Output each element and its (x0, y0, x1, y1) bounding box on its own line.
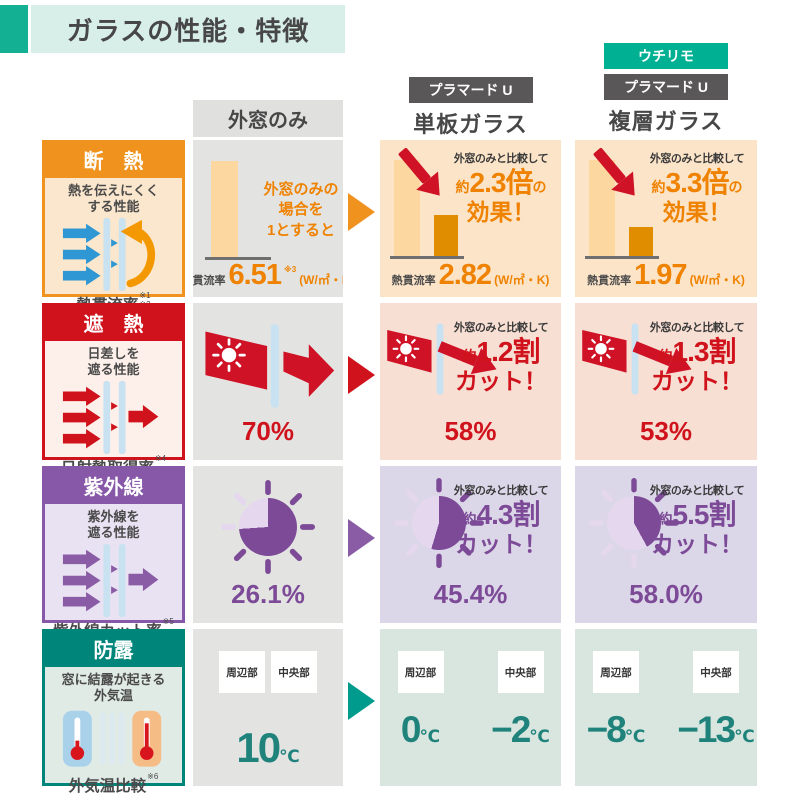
edge-temperature: 周辺部 −8℃ (580, 651, 652, 786)
row-desc-uv: 紫外線を 遮る性能 (87, 509, 140, 541)
row-label-shading: 遮 熱 日差しを 遮る性能 日射熱取得率 ※4 (42, 303, 185, 477)
uv-icon (62, 543, 158, 617)
column-header-double-glass: ウチリモ プラマード U 複層ガラス (575, 43, 757, 136)
center-temperature: 中央部 −13℃ (677, 651, 755, 786)
cell-uv-double: 外窓のみと比較して 約5.5割 カット！ 58.0% (575, 466, 757, 623)
cell-shading-double: 外窓のみと比較して 約1.3割 カット！ 53% (575, 303, 757, 460)
cell-shading-baseline: 70% (193, 303, 343, 460)
baseline-bar (394, 160, 420, 256)
insulation-icon (62, 217, 155, 291)
row-title-insulation: 断 熱 (45, 143, 182, 178)
column-header-baseline: 外窓のみ (193, 100, 343, 137)
baseline-column-badge: 外窓のみ (193, 100, 343, 137)
shading-value-double: 53% (639, 416, 693, 446)
u-value-baseline: 熱貫流率 6.51 ※3 (W/㎡・K) (193, 258, 343, 291)
brand-badge-plamado: プラマード U (408, 77, 533, 103)
cell-uv-single: 外窓のみと比較して 約4.3割 カット！ 45.4% (380, 466, 561, 623)
cell-condensation-single: 周辺部 0℃ 中央部 −2℃ (380, 629, 561, 786)
arrow-right-insulation (348, 192, 375, 231)
improved-bar (629, 227, 653, 256)
shading-value-single: 58% (444, 416, 497, 446)
compare-note: 外窓のみと比較して 約2.3倍の 効果！ (453, 153, 549, 225)
sun-rays (394, 478, 484, 568)
compare-note: 外窓のみと比較して 約5.5割 カット！ (649, 485, 745, 557)
column-header-single-glass: プラマード U 単板ガラス (380, 77, 561, 139)
cell-uv-baseline: 26.1% (193, 466, 343, 623)
compare-note: 外窓のみと比較して 約4.3割 カット！ (453, 485, 549, 557)
cell-condensation-double: 周辺部 −8℃ 中央部 −13℃ (575, 629, 757, 786)
row-desc-shading: 日差しを 遮る性能 (87, 346, 140, 378)
page-title: ガラスの性能・特徴 (66, 15, 310, 46)
uv-pie (607, 496, 661, 550)
cell-shading-single: 外窓のみと比較して 約1.2割 カット！ 58% (380, 303, 561, 460)
uv-sun-pie-icon (394, 478, 484, 568)
sun-rays (221, 480, 315, 574)
uv-sun-pie-icon (589, 478, 679, 568)
brand-badge-plamado-2: プラマード U (604, 74, 728, 100)
footnote-marks: ※4 (154, 453, 167, 463)
shading-icon (62, 380, 158, 454)
cell-insulation-baseline: 外窓のみの 場合を 1とすると 熱貫流率 6.51 ※3 (W/㎡・K) (193, 140, 343, 297)
series-badge-uchirimo: ウチリモ (604, 43, 728, 69)
chart-axis (585, 256, 659, 259)
arrow-right-uv (348, 518, 375, 557)
baseline-bar-chart: 外窓のみの 場合を 1とすると (205, 150, 343, 262)
chart-axis (205, 257, 271, 260)
uv-value-single: 45.4% (433, 579, 508, 609)
uv-pie (412, 496, 466, 550)
arrow-right-shading (348, 355, 375, 394)
title-accent-square (0, 5, 28, 53)
edge-temperature: 周辺部 0℃ (385, 651, 457, 786)
row-title-uv: 紫外線 (45, 469, 182, 504)
u-value-single: 熱貫流率 2.82 (W/㎡・K) (391, 258, 550, 291)
footnote-marks: ※6 (147, 771, 159, 781)
baseline-bar (589, 160, 615, 256)
sun-rays (589, 478, 679, 568)
uv-value-baseline: 26.1% (231, 579, 305, 609)
chart-axis (390, 256, 464, 259)
center-temperature: 中央部 −2℃ (485, 651, 557, 786)
metric-condensation: 外気温比較 ※6 (68, 771, 159, 795)
baseline-bar (211, 161, 238, 257)
row-label-insulation: 断 熱 熱を伝えにくく する性能 熱貫流率 ※1 ※2 (42, 140, 185, 314)
cell-insulation-single: 外窓のみと比較して 約2.3倍の 効果！ 熱貫流率 2.82 (W/㎡・K) (380, 140, 561, 297)
uv-pie (239, 498, 297, 556)
edge-label: 周辺部 (219, 651, 265, 693)
compare-note: 外窓のみと比較して 約1.3割 カット！ (649, 322, 745, 394)
shading-value-baseline: 70% (241, 416, 295, 446)
single-glass-label: 単板ガラス (413, 112, 528, 137)
arrow-right-condensation (348, 681, 375, 720)
double-glass-label: 複層ガラス (608, 109, 724, 134)
center-label: 中央部 (271, 651, 317, 693)
u-value-double: 熱貫流率 1.97 (W/㎡・K) (587, 258, 745, 291)
baseline-note: 外窓のみの 場合を 1とすると (263, 181, 339, 239)
temperature-value-baseline: 10℃ (236, 724, 300, 771)
thermometers-icon (62, 710, 161, 767)
row-desc-condensation: 窓に結露が起きる 外気温 (61, 672, 166, 704)
improved-bar (434, 214, 458, 256)
cell-condensation-baseline: 周辺部 中央部 10℃ (193, 629, 343, 786)
footnote-marks: ※5 (162, 616, 174, 626)
row-label-uv: 紫外線 紫外線を 遮る性能 紫外線カット率 ※5 (42, 466, 185, 640)
cell-insulation-double: 外窓のみと比較して 約3.3倍の 効果！ 熱貫流率 1.97 (W/㎡・K) (575, 140, 757, 297)
sun-through-glass-icon (200, 317, 336, 415)
row-desc-insulation: 熱を伝えにくく する性能 (68, 183, 159, 215)
comparison-grid: 断 熱 熱を伝えにくく する性能 熱貫流率 ※1 ※2 (42, 140, 757, 795)
compare-note: 外窓のみと比較して 約1.2割 カット！ (453, 322, 549, 394)
compare-bar-chart (585, 148, 677, 264)
row-title-condensation: 防露 (45, 632, 182, 667)
title-band: ガラスの性能・特徴 (31, 5, 345, 53)
compare-bar-chart (390, 148, 482, 264)
uv-sun-pie-icon (221, 480, 315, 574)
compare-note: 外窓のみと比較して 約3.3倍の 効果！ (649, 153, 745, 225)
row-label-condensation: 防露 窓に結露が起きる 外気温 (42, 629, 185, 795)
uv-value-double: 58.0% (629, 579, 703, 609)
row-title-shading: 遮 熱 (45, 306, 182, 341)
